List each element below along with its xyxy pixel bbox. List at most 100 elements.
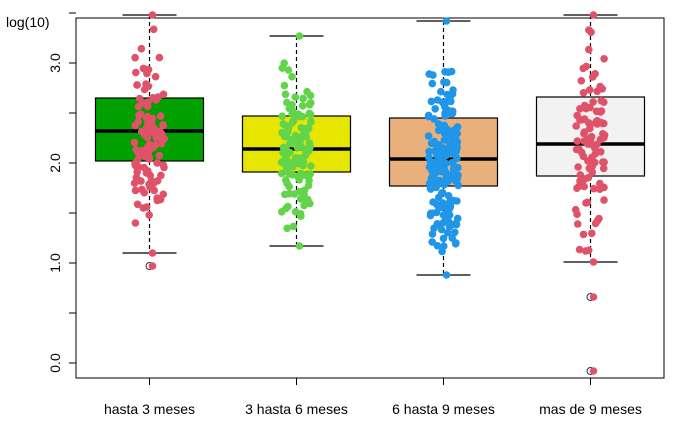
jitter-point (573, 220, 582, 228)
jitter-point (435, 176, 443, 185)
jitter-point (298, 102, 307, 110)
jitter-point (593, 87, 601, 96)
jitter-point (140, 163, 148, 172)
jitter-point (443, 217, 452, 225)
jitter-point (159, 135, 167, 144)
jitter-point (444, 192, 453, 200)
jitter-point (429, 168, 438, 176)
jitter-point (575, 245, 584, 254)
jitter-point (433, 142, 441, 151)
jitter-point (589, 367, 598, 375)
jitter-point (284, 66, 293, 74)
jitter-point (278, 112, 287, 120)
jitter-point (582, 62, 590, 71)
jitter-point (454, 163, 462, 172)
jitter-point (597, 148, 605, 156)
jitter-point (600, 55, 608, 63)
x-tick-label: 6 hasta 9 meses (392, 401, 495, 417)
jitter-point (298, 112, 307, 121)
jitter-point (132, 174, 141, 182)
jitter-point (452, 124, 461, 133)
jitter-point (589, 98, 597, 106)
jitter-point (452, 219, 460, 228)
jitter-point (589, 293, 598, 301)
y-tick-label: 3.0 (47, 53, 63, 73)
jitter-point (428, 79, 437, 88)
jitter-point (307, 162, 315, 170)
jitter-point (153, 94, 161, 103)
jitter-point (288, 171, 297, 179)
jitter-point (307, 99, 315, 107)
jitter-point (283, 98, 291, 107)
jitter-point (444, 177, 452, 185)
jitter-point (430, 224, 438, 232)
jitter-point (284, 123, 293, 132)
jitter-point (573, 184, 581, 192)
jitter-point (592, 107, 601, 116)
jitter-point (449, 171, 458, 180)
jitter-point (430, 158, 439, 166)
jitter-point (143, 102, 152, 111)
jitter-point (593, 117, 601, 125)
jitter-point (306, 91, 315, 100)
jitter-point (156, 112, 165, 120)
jitter-point (137, 44, 146, 53)
jitter-point (573, 137, 582, 145)
jitter-point (296, 195, 305, 203)
jitter-point (437, 225, 446, 234)
jitter-point (283, 163, 292, 172)
jitter-point (280, 81, 289, 90)
jitter-point (295, 176, 304, 184)
jitter-point (579, 230, 588, 239)
jitter-point (305, 176, 313, 185)
jitter-point (586, 140, 594, 148)
jitter-point (281, 190, 289, 199)
jitter-point (306, 170, 315, 178)
jitter-point (441, 112, 449, 120)
jitter-point (442, 17, 451, 25)
jitter-point (593, 217, 602, 225)
jitter-point (282, 145, 291, 154)
jitter-point (289, 222, 298, 231)
jitter-point (281, 90, 290, 99)
jitter-point (291, 93, 300, 101)
jitter-point (433, 241, 442, 250)
jitter-point (296, 137, 305, 145)
jitter-point (437, 123, 445, 132)
jitter-point (160, 163, 168, 172)
jitter-point (439, 234, 448, 243)
jitter-point (585, 45, 593, 54)
jitter-point (438, 247, 446, 256)
jitter-point (453, 144, 461, 152)
jitter-point (138, 185, 146, 194)
jitter-point (579, 152, 588, 161)
jitter-point (425, 147, 433, 156)
jitter-point (586, 124, 594, 133)
jitter-point (281, 155, 289, 164)
jitter-point (149, 25, 158, 34)
jitter-point (155, 53, 164, 62)
jitter-point (282, 204, 290, 213)
jitter-point (288, 110, 296, 118)
jitter-point (437, 87, 445, 96)
jitter-point (427, 97, 436, 106)
jitter-point (133, 163, 142, 172)
jitter-point (429, 71, 437, 79)
jitter-point (145, 211, 153, 219)
jitter-point (137, 110, 145, 119)
jitter-point (299, 161, 307, 170)
jitter-point (155, 127, 164, 136)
jitter-point (299, 94, 307, 103)
jitter-point (283, 179, 292, 188)
jitter-point (153, 159, 161, 167)
jitter-point (442, 202, 450, 211)
jitter-point (144, 82, 153, 91)
jitter-point (295, 154, 303, 162)
jitter-point (295, 242, 304, 250)
jitter-point (131, 219, 140, 227)
jitter-point (283, 224, 291, 233)
jitter-point (597, 96, 606, 105)
y-tick-label: 0.0 (47, 353, 63, 373)
jitter-point (430, 183, 438, 191)
